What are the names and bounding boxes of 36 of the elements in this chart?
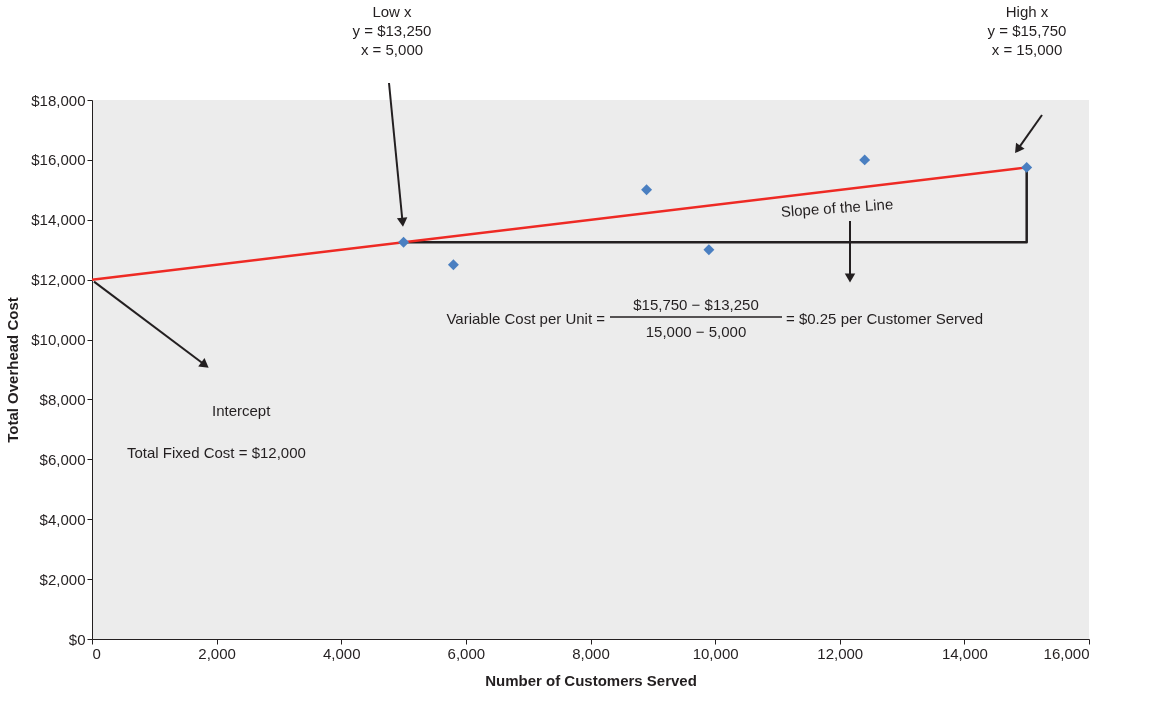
- y-tick-label: $16,000: [31, 151, 86, 169]
- x-tick-label: 8,000: [572, 644, 610, 662]
- x-tick-label: 0: [92, 644, 101, 662]
- y-tick-label: $0: [68, 630, 86, 648]
- text: High x y = $15,750 x = 15,000: [987, 3, 1067, 58]
- y-tick-label: $8,000: [39, 390, 86, 408]
- y-axis-title: Total Overhead Cost: [4, 297, 22, 443]
- x-tick-label: 6,000: [447, 644, 486, 662]
- x-tick-label: 16,000: [1043, 644, 1090, 662]
- x-tick-label: 10,000: [692, 644, 739, 662]
- point: [1021, 161, 1033, 173]
- y-tick-label: $10,000: [31, 331, 86, 349]
- text: Low x y = $13,250 x = 5,000: [352, 3, 432, 58]
- annotation: Intercept: [212, 402, 272, 419]
- annotation: = $0.25 per Customer Served: [786, 310, 984, 327]
- y-tick-label: $4,000: [39, 510, 86, 528]
- point: [447, 259, 459, 271]
- point: [398, 236, 410, 248]
- annotation: $15,750 − $13,250: [633, 296, 759, 313]
- y-tick-label: $2,000: [39, 570, 86, 588]
- x-tick-label: 14,000: [941, 644, 988, 662]
- x-tick-label: 4,000: [322, 644, 361, 662]
- x-tick-label: 2,000: [198, 644, 236, 662]
- annotation: Total Fixed Cost = $12,000: [127, 444, 306, 461]
- annotation: Slope of the Line: [780, 195, 894, 220]
- x-axis-title: Number of Customers Served: [485, 671, 697, 689]
- y-tick-label: $6,000: [39, 450, 86, 468]
- point: [641, 184, 653, 196]
- y-tick-label: $14,000: [31, 211, 86, 229]
- y-tick-label: $12,000: [31, 271, 86, 289]
- point: [859, 154, 871, 166]
- x-tick-label: 12,000: [817, 644, 864, 662]
- annotation: 15,000 − 5,000: [645, 323, 747, 340]
- annotation: Variable Cost per Unit =: [446, 310, 606, 327]
- y-tick-label: $18,000: [31, 91, 86, 109]
- point: [703, 244, 715, 256]
